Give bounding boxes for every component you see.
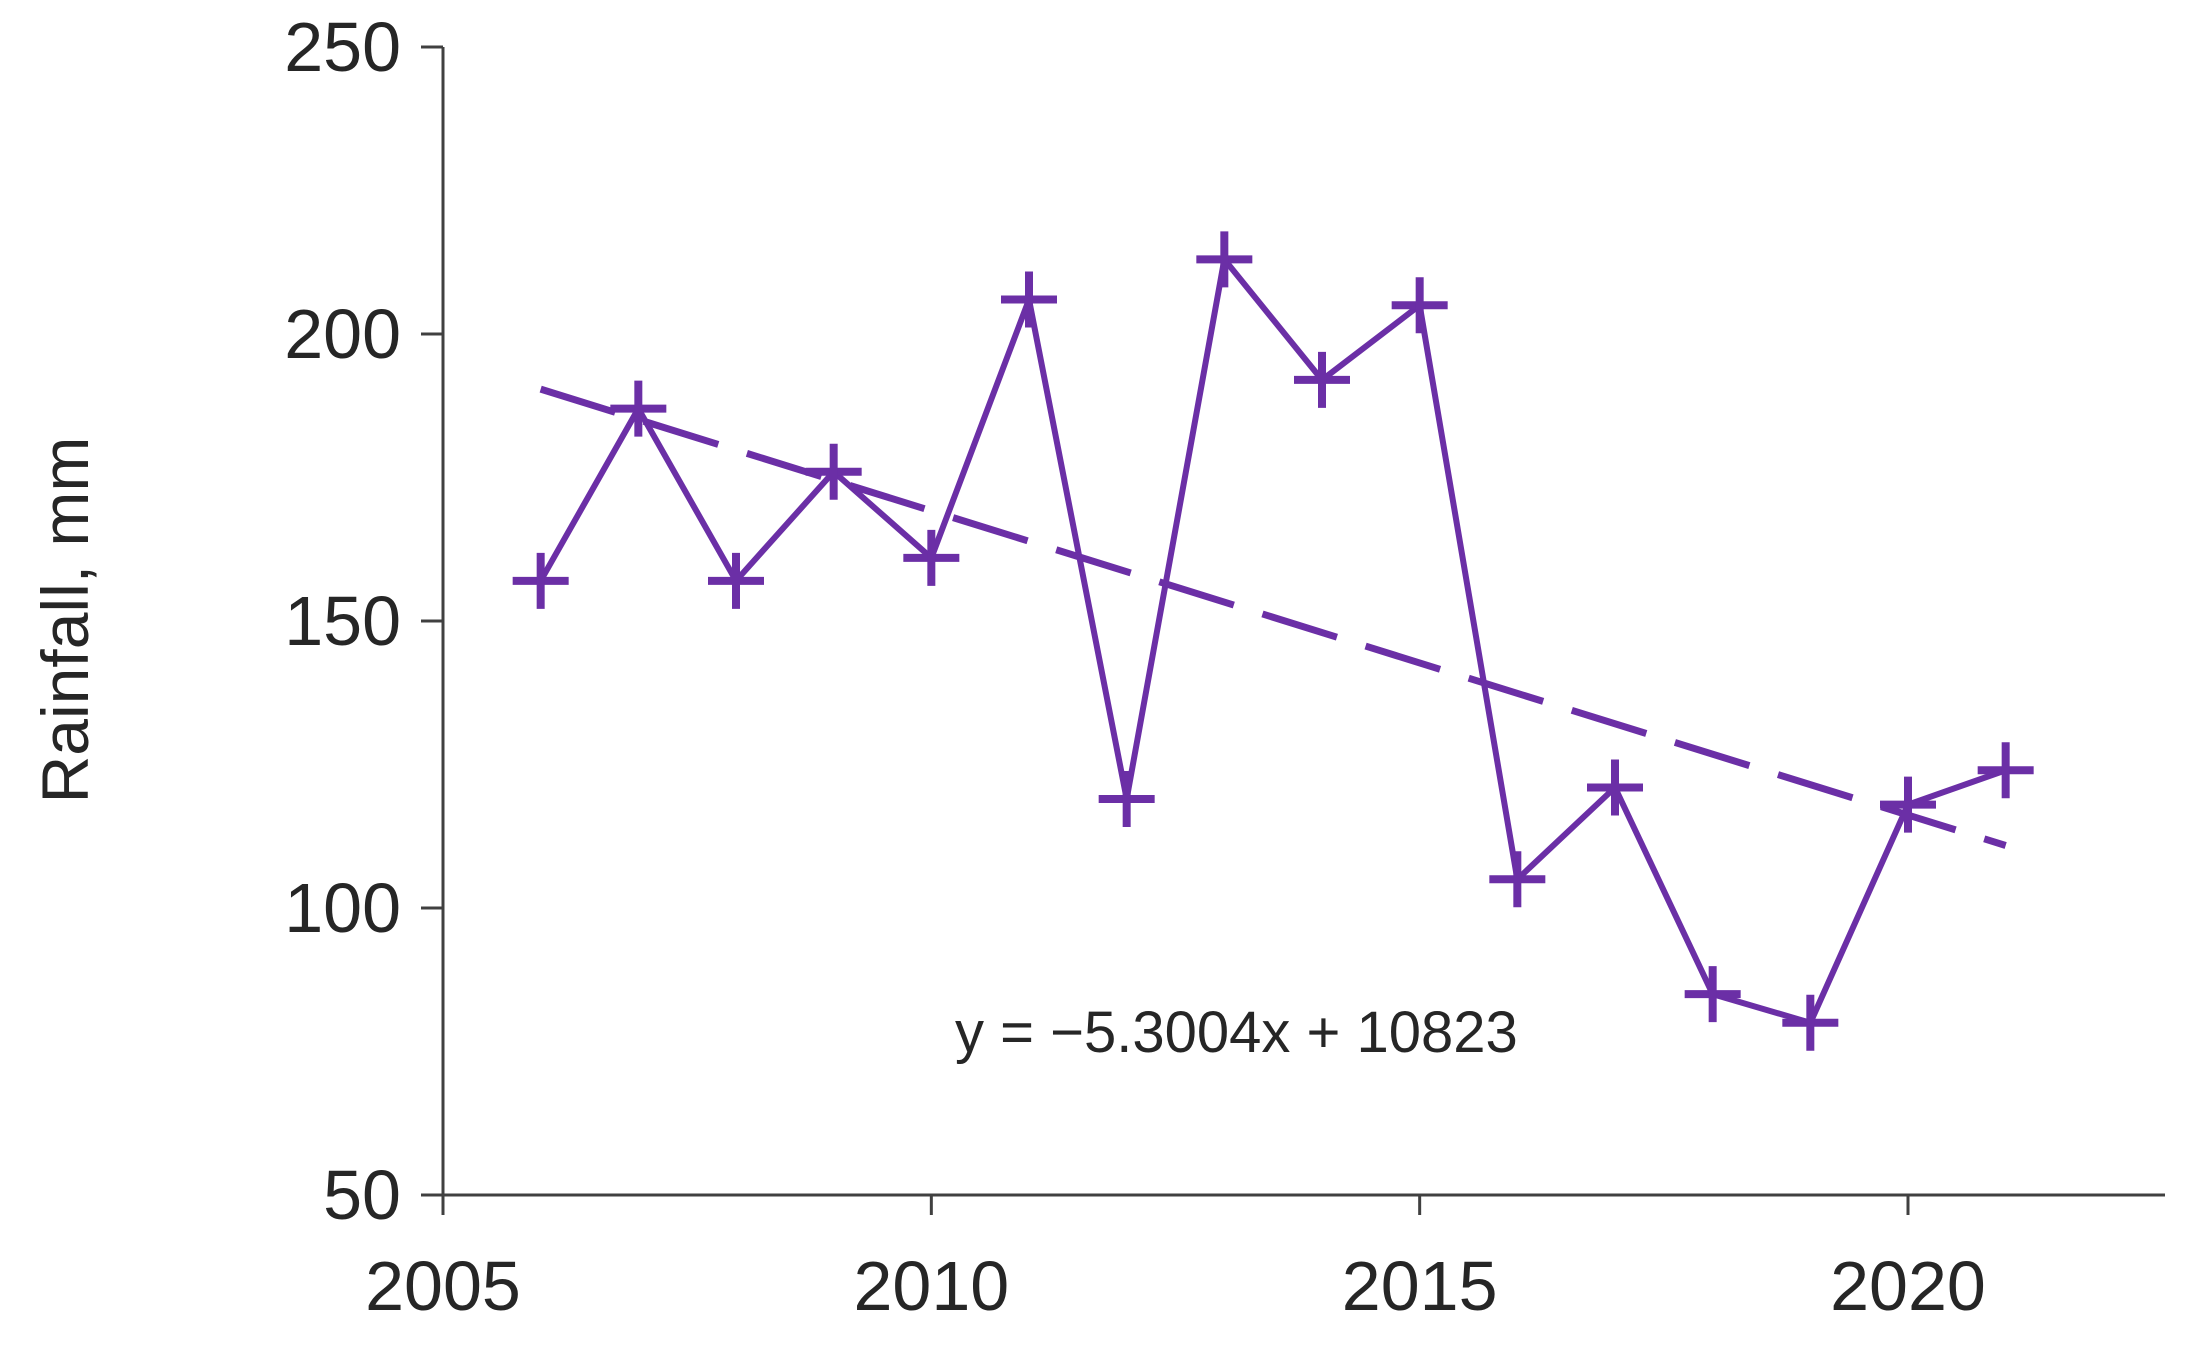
y-tick-label: 100	[284, 869, 401, 947]
data-point-marker	[1196, 231, 1253, 288]
y-tick-label: 150	[284, 582, 401, 660]
data-point-marker	[1098, 770, 1155, 827]
axes	[421, 45, 2165, 1215]
data-point-marker	[1294, 351, 1350, 408]
data-point-marker	[1489, 851, 1546, 908]
series-layer	[538, 252, 2007, 1027]
series-line	[538, 252, 2007, 1027]
y-axis-title: Rainfall, mm	[28, 437, 102, 804]
x-tick-label: 2020	[1830, 1247, 1986, 1325]
data-point-marker	[1880, 776, 1936, 833]
y-tick-label: 250	[284, 8, 401, 86]
data-point-marker	[1782, 994, 1839, 1051]
data-point-marker	[1587, 759, 1643, 816]
data-point-marker	[1977, 742, 2034, 799]
x-tick-label: 2010	[853, 1247, 1009, 1325]
data-point-marker	[512, 552, 569, 609]
data-point-marker	[1684, 966, 1741, 1023]
data-point-marker	[1001, 271, 1057, 328]
trendline-layer	[539, 385, 2007, 849]
y-tick-label: 50	[323, 1156, 401, 1234]
x-tick-label: 2015	[1342, 1247, 1498, 1325]
trendline	[539, 385, 2007, 849]
data-point-marker	[708, 552, 764, 609]
data-point-marker	[1391, 277, 1448, 334]
tick-labels: 50 100 150 200 250 2005 2010 2015 2020	[284, 8, 1986, 1325]
x-tick-label: 2005	[365, 1247, 521, 1325]
marker-layer	[512, 231, 2034, 1051]
data-point-marker	[903, 529, 960, 586]
data-point-marker	[610, 380, 667, 437]
y-tick-label: 200	[284, 295, 401, 373]
data-point-marker	[805, 443, 862, 500]
trendline-equation: y = −5.3004x + 10823	[955, 1000, 1518, 1065]
